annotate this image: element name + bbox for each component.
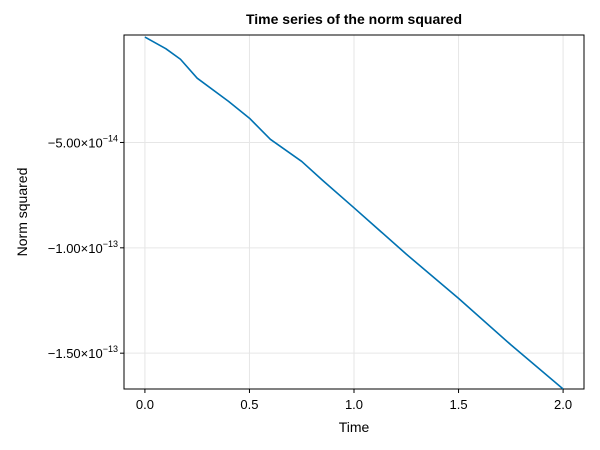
y-tick-mantissa: −5.00×10 — [48, 135, 103, 150]
y-tick-exponent: −13 — [103, 344, 118, 354]
x-tick-label: 0.5 — [240, 397, 258, 412]
y-tick-exponent: −14 — [103, 133, 118, 143]
x-tick-label: 1.0 — [345, 397, 363, 412]
x-tick-label: 2.0 — [554, 397, 572, 412]
x-ticks: 0.0 0.5 1.0 1.5 2.0 — [136, 389, 572, 412]
y-tick-label: −5.00×10−14 — [48, 133, 118, 150]
x-tick-label: 1.5 — [450, 397, 468, 412]
y-tick-label: −1.00×10−13 — [48, 239, 118, 256]
y-tick-exponent: −13 — [103, 239, 118, 249]
series-line — [144, 36, 564, 390]
y-tick-mantissa: −1.50×10 — [48, 346, 103, 361]
y-ticks: −5.00×10−14−1.00×10−13−1.50×10−13 — [48, 133, 124, 361]
y-tick-mantissa: −1.00×10 — [48, 241, 103, 256]
x-axis-label: Time — [339, 419, 370, 435]
chart-title: Time series of the norm squared — [246, 11, 462, 27]
y-axis-label: Norm squared — [14, 168, 30, 257]
series-layer — [144, 36, 564, 390]
grid — [124, 35, 584, 389]
x-tick-label: 0.0 — [136, 397, 154, 412]
y-tick-label: −1.50×10−13 — [48, 344, 118, 361]
